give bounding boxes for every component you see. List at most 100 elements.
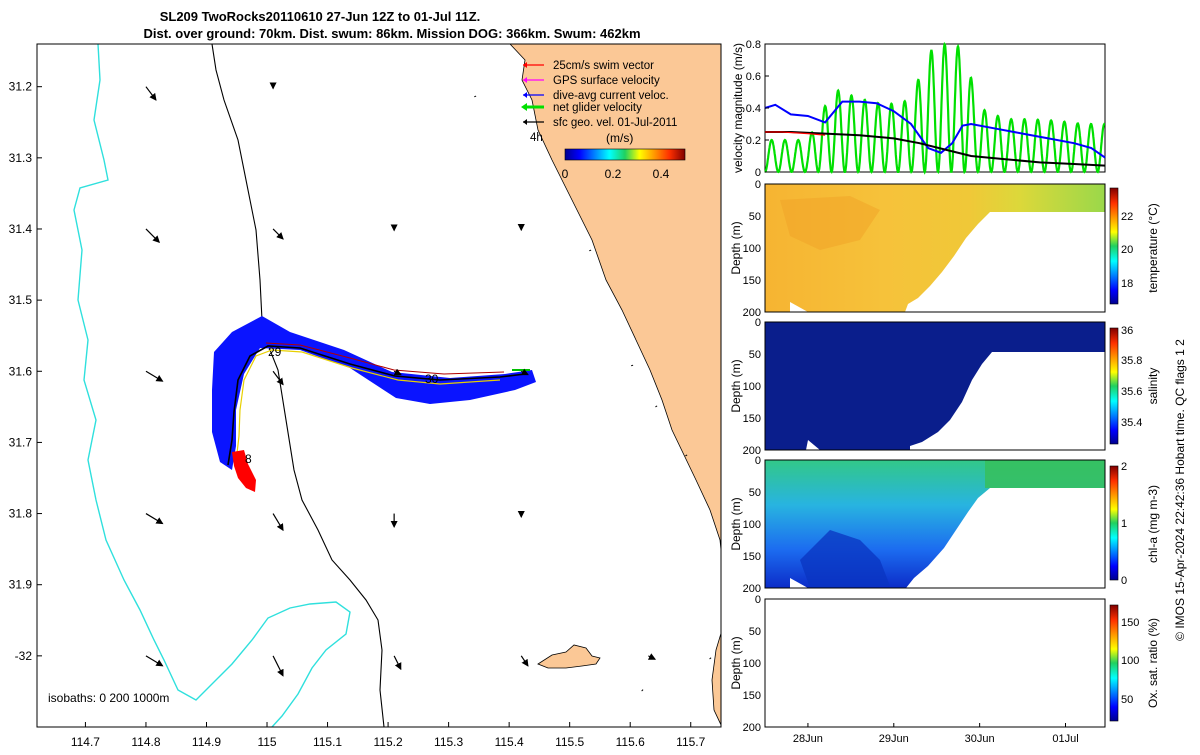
- velocity-series-1: [764, 100, 1106, 159]
- chlorophyll-frame: [764, 459, 1106, 589]
- temperature-panel: 0 50 100 150 200 Depth (m) 18 20 22 temp…: [729, 179, 1160, 319]
- oxygen-colorbar: [1109, 604, 1119, 722]
- map-xtick-label-4: 115.1: [313, 735, 342, 749]
- geo-vector-14: [145, 655, 164, 667]
- temperature-cb-22: 22: [1121, 211, 1133, 223]
- geo-vector-7: [272, 370, 284, 386]
- map-ytick-label-4: 31.6: [9, 364, 33, 378]
- oxygen-cb-150: 150: [1121, 617, 1139, 629]
- day-label-30: 30: [425, 372, 439, 386]
- legend-swim-label: 25cm/s swim vector: [553, 60, 654, 72]
- chlorophyll-deep-patch: [800, 530, 890, 588]
- salinity-field: [765, 322, 1105, 450]
- geo-vector-16: [393, 655, 402, 671]
- map-xtick-label-9: 115.6: [616, 735, 645, 749]
- velocity-series-net: [764, 41, 1106, 175]
- oxygen-ylabel: Depth (m): [729, 636, 743, 689]
- temperature-frame: [764, 183, 1106, 313]
- map-colorbar-tick-0: 0: [562, 167, 569, 181]
- temperature-cb-label: temperature (°C): [1146, 203, 1160, 293]
- velocity-panel: 0 0.2 0.4 0.6 0.8 velocity magnitude (m/s): [731, 39, 1106, 179]
- map-ytick-label-6: 31.8: [9, 507, 33, 521]
- oxygen-frame: [764, 598, 1106, 728]
- oxygen-panel: 0 50 100 150 200 Depth (m) 50 100 150 Ox…: [729, 594, 1160, 745]
- salinity-cb-356: 35.6: [1121, 386, 1142, 398]
- time-tick-label-1: 29Jun: [879, 733, 909, 745]
- map-xtick-label-8: 115.5: [555, 735, 584, 749]
- glider-geo-thread: [265, 342, 505, 375]
- oxygen-y-ticks: 0 50 100 150 200: [743, 594, 761, 734]
- salinity-cb-label: salinity: [1146, 368, 1160, 405]
- velocity-ytick-label-4: 0.8: [746, 39, 761, 51]
- temperature-ylabel: Depth (m): [729, 221, 743, 274]
- map-xtick-label-2: 114.9: [192, 735, 221, 749]
- map-frame: [36, 43, 722, 728]
- chlorophyll-cb-1: 1: [1121, 518, 1127, 530]
- chlorophyll-cb-0: 0: [1121, 575, 1127, 587]
- map-xtick-label-3: 115: [257, 735, 276, 749]
- geo-vector-18: [647, 653, 657, 660]
- land-island: [537, 644, 601, 669]
- chlorophyll-ytick-0: 0: [755, 455, 761, 467]
- chlorophyll-cb-2: 2: [1121, 461, 1127, 473]
- map-ytick-label-0: 31.2: [9, 80, 33, 94]
- map-xtick-label-0: 114.7: [71, 735, 100, 749]
- legend-current-head: [523, 92, 527, 98]
- oxygen-ytick-0: 0: [755, 594, 761, 606]
- geo-vector-9: [520, 368, 529, 376]
- oxygen-ytick-100: 100: [743, 658, 761, 670]
- legend-item-geo: sfc geo. vel. 01-Jul-2011: [523, 117, 677, 129]
- figure-title-line1: SL209 TwoRocks20110610 27-Jun 12Z to 01-…: [160, 9, 481, 24]
- salinity-panel: 0 50 100 150 200 Depth (m) 35.4 35.6 35.…: [729, 317, 1160, 457]
- geo-vector-3: [272, 228, 284, 240]
- chlorophyll-panel: 0 50 100 150 200 Depth (m) 0 1 2 chl-a (…: [729, 455, 1160, 595]
- legend-geo-head: [523, 119, 527, 125]
- chlorophyll-ytick-50: 50: [749, 487, 761, 499]
- isobath-200: [211, 44, 385, 727]
- map-ytick-label-5: 31.7: [9, 435, 33, 449]
- geo-vector-17: [520, 655, 529, 667]
- salinity-cb-36: 36: [1121, 325, 1133, 337]
- salinity-ytick-50: 50: [749, 349, 761, 361]
- figure-title-line2: Dist. over ground: 70km. Dist. swum: 86k…: [143, 26, 640, 41]
- temperature-y-ticks: 0 50 100 150 200: [743, 179, 761, 319]
- map-colorbar-tick-1: 0.2: [605, 167, 622, 181]
- map-colorbar-tick-2: 0.4: [653, 167, 670, 181]
- track-map: 29 30 8 114.7 114.8 114.9 115 115.1 115.2 115.…: [9, 43, 722, 749]
- legend-net-head: [521, 103, 527, 111]
- salinity-frame: [764, 321, 1106, 451]
- map-xtick-label-10: 115.7: [676, 735, 705, 749]
- map-xtick-label-6: 115.3: [434, 735, 463, 749]
- map-xtick-label-5: 115.2: [374, 735, 403, 749]
- map-ytick-label-8: -32: [15, 649, 33, 663]
- legend-item-swim: 25cm/s swim vector: [523, 60, 654, 72]
- land-right-edge: [711, 631, 721, 726]
- map-y-ticks: 31.2 31.3 31.4 31.5 31.6 31.7 31.8 31.9 -32: [9, 80, 42, 663]
- velocity-series: [764, 41, 1106, 175]
- temperature-ytick-0: 0: [755, 179, 761, 191]
- temperature-cb-20: 20: [1121, 244, 1133, 256]
- chlorophyll-cb-label: chl-a (mg m-3): [1146, 485, 1160, 563]
- legend-gps-label: GPS surface velocity: [553, 75, 660, 87]
- chlorophyll-y-ticks: 0 50 100 150 200: [743, 455, 761, 595]
- velocity-ytick-label-1: 0.2: [746, 135, 761, 147]
- velocity-ytick-label-0: 0: [755, 167, 761, 179]
- land-mainland: [509, 44, 721, 555]
- salinity-colorbar: [1109, 327, 1119, 445]
- geo-vector-0: [145, 86, 157, 101]
- salinity-ytick-200: 200: [743, 445, 761, 457]
- geo-vector-8: [393, 368, 402, 376]
- geo-vector-10: [145, 513, 164, 525]
- legend-net-label: net glider velocity: [553, 102, 642, 114]
- credit-text: © IMOS 15-Apr-2024 22:42:36 Hobart time.…: [1173, 339, 1187, 641]
- salinity-ylabel: Depth (m): [729, 359, 743, 412]
- glider-net-band: [235, 349, 501, 463]
- day-label-29: 29: [268, 345, 282, 359]
- glider-swim-red: [232, 450, 256, 492]
- velocity-y-ticks: 0 0.2 0.4 0.6 0.8: [746, 39, 769, 179]
- geo-velocity-vectors: [145, 82, 657, 677]
- velocity-series-2: [765, 131, 1106, 167]
- map-x-ticks: 114.7 114.8 114.9 115 115.1 115.2 115.3 115.4 11…: [71, 722, 706, 749]
- geo-vector-6: [145, 370, 164, 382]
